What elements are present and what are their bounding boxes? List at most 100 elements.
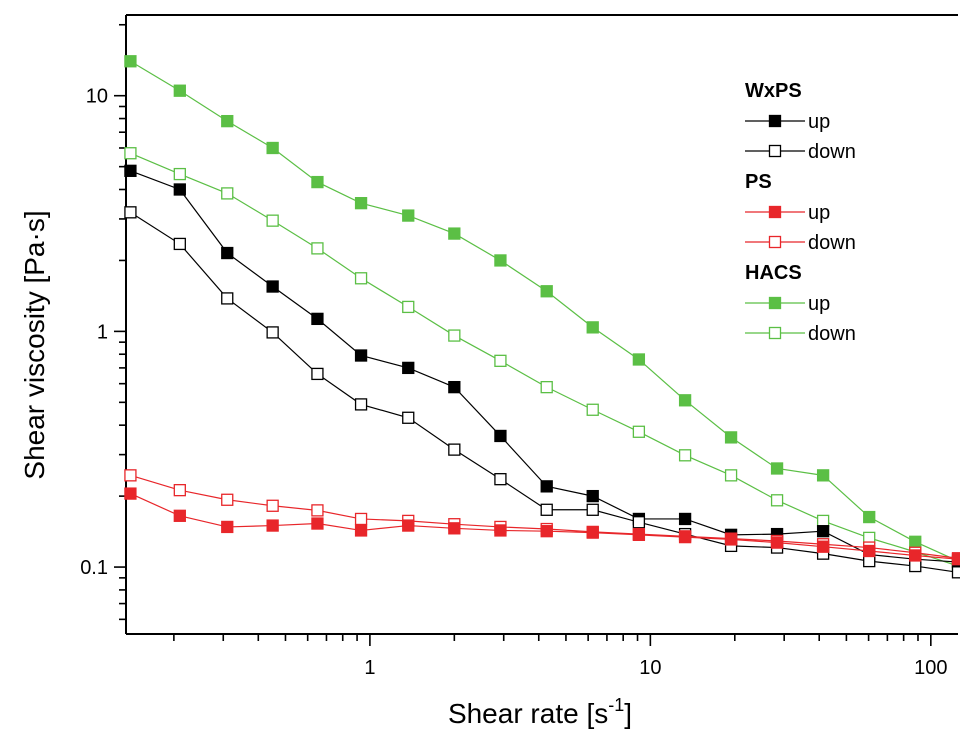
data-point: [909, 549, 922, 562]
data-point: [311, 504, 324, 517]
data-point: [494, 254, 507, 267]
series-hacs-up: [124, 55, 960, 568]
data-point: [909, 535, 922, 548]
data-point: [678, 530, 692, 544]
data-point: [221, 187, 234, 200]
data-point: [586, 489, 599, 503]
data-point: [586, 403, 599, 416]
legend-label: up: [808, 202, 830, 224]
data-point: [678, 449, 692, 462]
data-point: [124, 206, 137, 219]
data-point: [724, 469, 738, 482]
legend-item: down: [745, 141, 856, 163]
data-point: [770, 494, 784, 507]
data-point: [221, 292, 234, 305]
data-point: [448, 443, 461, 456]
legend-label: down: [808, 141, 856, 163]
legend-label: down: [808, 323, 856, 345]
data-point: [354, 349, 368, 362]
data-point: [816, 514, 830, 528]
legend-item: up: [745, 202, 830, 224]
data-point: [724, 533, 738, 546]
data-point: [124, 147, 137, 160]
data-point: [173, 237, 186, 251]
legend-label: up: [808, 111, 830, 133]
data-point: [678, 512, 692, 526]
data-point: [863, 510, 876, 524]
legend-label: down: [808, 232, 856, 254]
data-point: [632, 516, 646, 529]
data-point: [632, 425, 646, 438]
y-axis-title: Shear viscosity [Pa·s]: [19, 210, 50, 479]
data-point: [816, 469, 830, 482]
data-point: [540, 480, 553, 493]
data-point: [221, 520, 234, 534]
data-point: [448, 227, 461, 240]
data-point: [402, 300, 415, 314]
legend-swatch-marker: [768, 205, 782, 219]
data-point: [540, 285, 553, 298]
data-point: [173, 167, 186, 181]
series-ps-up: [124, 487, 960, 566]
data-point: [448, 380, 461, 394]
data-point: [354, 512, 368, 526]
data-point: [770, 462, 784, 475]
legend-swatch-marker: [768, 235, 782, 249]
data-point: [354, 272, 368, 285]
data-point: [494, 354, 507, 367]
x-axis-title-superscript: -1: [608, 695, 624, 715]
data-point: [354, 524, 368, 537]
x-axis-title-text: Shear rate [s: [448, 698, 608, 729]
data-point: [402, 209, 415, 222]
legend-group-title: HACS: [745, 262, 802, 284]
x-axis-title-close: ]: [624, 698, 632, 729]
data-point: [816, 525, 830, 538]
data-point: [951, 566, 960, 579]
x-tick-label: 100: [914, 657, 947, 679]
data-point: [586, 321, 599, 334]
data-point: [266, 499, 279, 512]
data-point: [586, 503, 599, 516]
data-point: [173, 84, 186, 97]
data-point: [540, 525, 553, 538]
data-point: [816, 540, 830, 553]
legend-group-title: PS: [745, 171, 772, 193]
data-point: [173, 183, 186, 196]
data-point: [124, 55, 137, 68]
data-point: [863, 544, 876, 558]
data-point: [221, 493, 234, 506]
data-point: [540, 380, 553, 394]
data-point: [494, 429, 507, 443]
data-point: [266, 326, 279, 339]
data-point: [448, 329, 461, 342]
legend-swatch-marker: [768, 114, 782, 128]
data-point: [724, 431, 738, 444]
legend-item: up: [745, 111, 830, 133]
x-axis-title: Shear rate [s-1]: [448, 695, 632, 729]
y-tick-label: 0.1: [80, 557, 108, 579]
data-point: [221, 114, 234, 128]
data-point: [173, 509, 186, 522]
legend-item: down: [745, 323, 856, 345]
data-point: [354, 398, 368, 411]
data-point: [266, 214, 279, 227]
legend-swatch-marker: [768, 326, 782, 340]
y-tick-label: 1: [97, 321, 108, 343]
data-point: [863, 554, 876, 568]
data-point: [770, 536, 784, 549]
y-tick-label: 10: [86, 86, 108, 108]
legend-swatch-marker: [768, 296, 782, 310]
data-point: [540, 503, 553, 516]
data-point: [448, 522, 461, 535]
data-point: [311, 312, 324, 326]
legend-item: down: [745, 232, 856, 254]
data-point: [402, 361, 415, 375]
legend-item: up: [745, 293, 830, 315]
data-point: [678, 394, 692, 407]
data-point: [909, 559, 922, 573]
data-point: [402, 519, 415, 532]
legend-group-title: WxPS: [745, 80, 802, 102]
data-point: [173, 484, 186, 497]
x-tick-label: 10: [639, 657, 661, 679]
